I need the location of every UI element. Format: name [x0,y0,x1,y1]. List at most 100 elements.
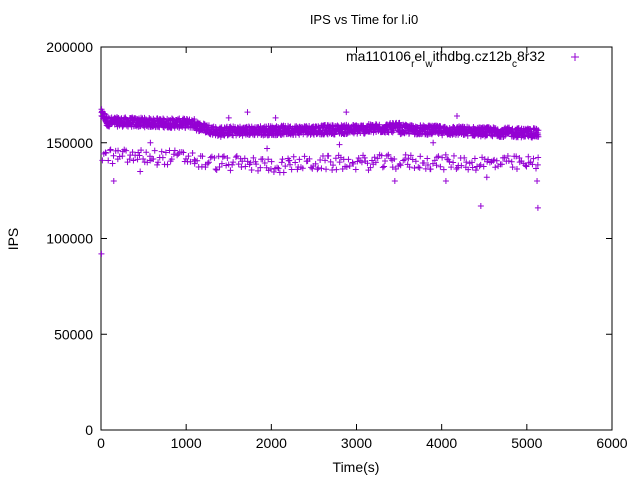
data-point [424,155,431,162]
data-point [137,168,144,175]
data-point [164,161,171,168]
data-point [223,162,230,169]
data-point [270,169,277,176]
data-point [368,157,375,164]
data-point [411,165,418,172]
data-point [247,159,254,166]
y-tick-label: 0 [85,422,93,438]
data-point [242,163,249,170]
data-point [212,166,219,173]
data-point [412,158,419,165]
data-point [427,166,434,173]
data-point [229,161,236,168]
data-point [480,163,487,170]
data-point [309,165,316,172]
data-point [216,164,223,171]
data-point [367,164,374,171]
data-point [435,153,442,160]
data-point [504,152,511,159]
data-point [158,148,165,155]
data-point [343,109,350,116]
data-point [336,141,343,148]
x-axis-ticks: 0 1000 2000 3000 4000 5000 6000 [97,47,628,451]
data-point [134,156,141,163]
data-point [306,155,313,162]
data-point [417,153,424,160]
data-point [492,164,499,171]
data-point [287,161,294,168]
data-point [140,156,147,163]
data-point [345,156,352,163]
data-point [448,164,455,171]
y-tick-label: 200000 [46,39,93,55]
legend-marker [571,53,579,61]
data-point [439,154,446,161]
data-point [248,167,255,174]
data-point [450,152,457,159]
data-point [110,152,117,159]
x-tick-label: 5000 [511,435,542,451]
y-tick-label: 50000 [54,326,93,342]
data-point [244,158,251,165]
data-point [440,166,447,173]
data-point [433,162,440,169]
data-point [406,164,413,171]
data-point [382,157,389,164]
data-point [469,164,476,171]
data-point [442,178,449,185]
data-point [525,153,532,160]
data-point [171,147,178,154]
data-point [265,156,272,163]
y-tick-label: 150000 [46,135,93,151]
data-point [471,155,478,162]
data-point [498,161,505,168]
data-point [392,165,399,172]
legend-text-part: r [411,59,415,70]
data-point [534,161,541,168]
data-point [385,151,392,158]
data-point [402,151,409,158]
data-point [323,166,330,173]
data-point [352,166,359,173]
plot-frame [100,46,613,431]
data-point [115,147,122,154]
data-point [407,152,414,159]
data-point [332,155,339,162]
legend-text-part: c [512,59,517,70]
data-point [272,114,279,121]
data-point [213,166,220,173]
data-point [239,132,246,139]
data-point [391,155,398,162]
data-point [211,154,218,161]
data-point [185,153,192,160]
data-point [333,166,340,173]
y-tick-label: 100000 [46,231,93,247]
data-point [239,158,246,165]
data-point [431,157,438,164]
data-point [491,156,498,163]
data-point [227,167,234,174]
data-point [261,160,268,167]
data-point [322,157,329,164]
data-point [194,157,201,164]
legend-text-part: el [414,48,425,64]
data-point [513,153,520,160]
data-point [325,152,332,159]
data-point [106,147,113,154]
data-point [264,145,271,152]
data-point [465,166,472,173]
data-point [501,154,508,161]
data-point [534,178,541,185]
data-point [381,163,388,170]
legend-text-part: ma110106 [346,48,411,64]
data-point [224,154,231,161]
data-point [155,159,162,166]
data-point [343,163,350,170]
data-point [110,178,117,185]
data-point [493,157,500,164]
data-point [450,159,457,166]
data-point [354,158,361,165]
data-point [529,161,536,168]
data-point [361,154,368,161]
